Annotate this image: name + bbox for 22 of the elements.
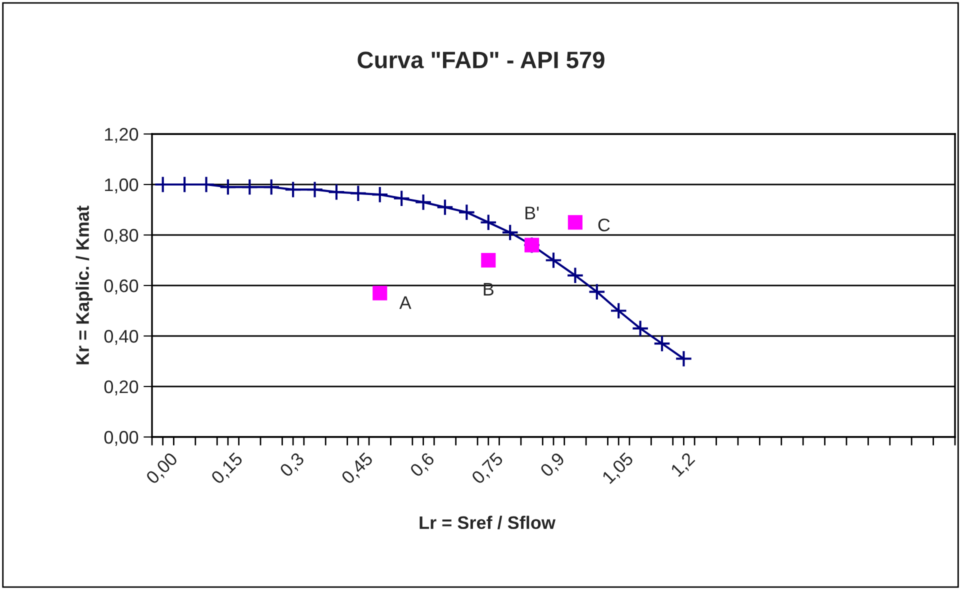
x-tick-label: 0,3: [279, 452, 306, 480]
annotation: B': [526, 206, 539, 220]
x-tick-label: 0,15: [210, 452, 245, 486]
x-tick-label: 0,6: [409, 452, 437, 480]
x-tick-label: 1,2: [670, 452, 697, 479]
annotation: B: [484, 283, 494, 296]
chart-title: Curva "FAD" - API 579: [358, 52, 604, 68]
y-tick-label: 0,40: [104, 330, 138, 345]
annotation: A: [399, 296, 412, 309]
y-tick-label: 0,20: [104, 380, 138, 396]
y-tick-label: 0,80: [104, 228, 138, 244]
y-tick-label: 1,00: [105, 178, 138, 194]
x-tick-label: 0,9: [540, 452, 567, 480]
y-tick-label: 1,20: [105, 128, 138, 143]
y-tick-label: 0,60: [104, 279, 138, 294]
x-tick-label: 0,45: [340, 452, 375, 486]
y-axis-title: Kr = Kaplic. / Kmat: [76, 206, 93, 364]
x-axis-title: Lr = Sref / Sflow: [420, 516, 556, 530]
y-tick-label: 0,00: [104, 430, 138, 446]
x-tick-label: 0,75: [470, 452, 506, 486]
annotation: C: [598, 218, 610, 232]
x-tick-label: 0,00: [145, 452, 180, 486]
